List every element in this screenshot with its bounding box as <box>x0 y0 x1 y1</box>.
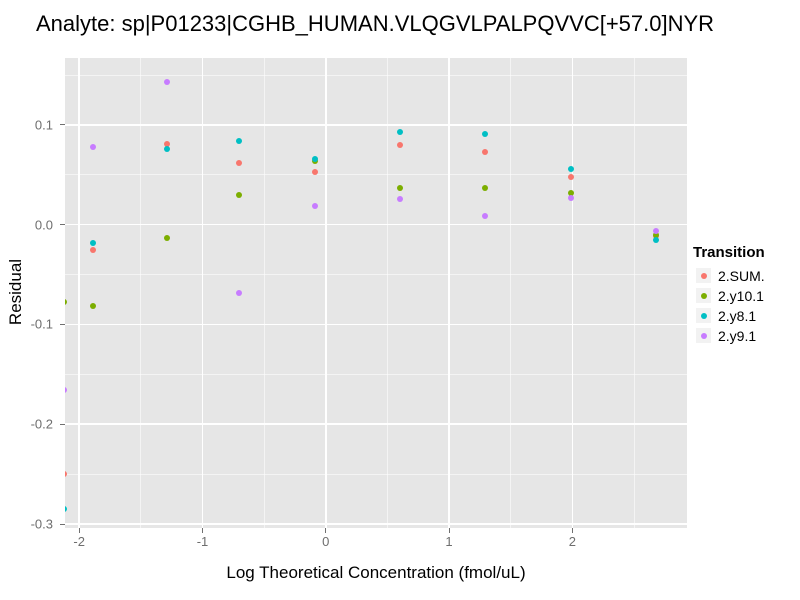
data-point <box>89 246 96 253</box>
data-point <box>653 236 660 243</box>
x-tick-mark <box>78 528 80 533</box>
gridline-major-y <box>65 523 687 525</box>
gridline-major-x <box>78 58 80 528</box>
x-tick-label: 2 <box>568 534 576 549</box>
data-point <box>89 239 96 246</box>
data-point <box>163 145 170 152</box>
y-tick-label: 0.1 <box>34 117 53 133</box>
legend-key <box>696 328 711 343</box>
y-tick-mark <box>60 124 65 126</box>
y-axis-title: Residual <box>6 258 25 326</box>
data-point <box>396 195 403 202</box>
data-point <box>89 143 96 150</box>
gridline-major-y <box>65 423 687 425</box>
legend-item: 2.y10.1 <box>690 286 765 305</box>
data-point <box>653 231 660 238</box>
data-point <box>568 173 575 180</box>
gridline-minor-y <box>65 274 687 276</box>
data-point <box>163 234 170 241</box>
y-tick-label: -0.2 <box>30 416 53 432</box>
data-point <box>89 303 96 310</box>
plot-title: Analyte: sp|P01233|CGHB_HUMAN.VLQGVLPALP… <box>36 11 715 36</box>
y-tick-mark <box>60 323 65 325</box>
x-tick-mark <box>201 528 203 533</box>
x-tick-mark <box>325 528 327 533</box>
data-point <box>163 140 170 147</box>
gridline-minor-x <box>140 58 142 528</box>
data-point <box>65 506 68 513</box>
data-point <box>65 471 68 478</box>
gridline-minor-y <box>65 174 687 176</box>
gridline-minor-y <box>65 373 687 375</box>
x-tick-label: 0 <box>322 534 330 549</box>
data-point <box>163 78 170 85</box>
gridline-minor-x <box>263 58 265 528</box>
plot-panel <box>65 58 687 528</box>
y-tick-mark <box>60 224 65 226</box>
legend-item-label: 2.y8.1 <box>718 307 757 324</box>
data-point <box>481 130 488 137</box>
gridline-major-x <box>571 58 574 528</box>
legend-point-icon <box>700 272 707 279</box>
data-point <box>568 165 575 172</box>
y-tick-label: -0.3 <box>30 516 53 532</box>
legend-items: 2.SUM. 2.y10.1 2.y8.1 2.y9.1 <box>690 266 765 345</box>
gridline-minor-y <box>65 473 687 475</box>
data-point <box>568 194 575 201</box>
data-point <box>311 155 318 162</box>
data-point <box>236 290 243 297</box>
gridline-minor-x <box>387 58 388 528</box>
gridline-minor-y <box>65 74 687 76</box>
data-point <box>236 137 243 144</box>
gridline-major-x <box>448 58 450 528</box>
x-tick-label: 1 <box>445 534 453 549</box>
data-point <box>396 141 403 148</box>
x-tick-mark <box>571 528 573 533</box>
gridline-major-y <box>65 223 687 226</box>
legend-key <box>696 268 711 283</box>
legend-key <box>696 288 711 303</box>
gridline-major-x <box>325 58 327 528</box>
x-tick-mark <box>448 528 450 533</box>
gridline-major-y <box>65 323 687 326</box>
legend-title: Transition <box>693 244 765 261</box>
data-point <box>481 148 488 155</box>
legend-item-label: 2.y10.1 <box>718 287 764 304</box>
data-point <box>481 212 488 219</box>
data-point <box>653 227 660 234</box>
legend-point-icon <box>700 312 707 319</box>
legend-item: 2.y8.1 <box>690 306 765 325</box>
legend-key <box>696 308 711 323</box>
gridline-minor-x <box>510 58 512 528</box>
legend-item: 2.y9.1 <box>690 326 765 345</box>
data-point <box>236 159 243 166</box>
data-point <box>396 184 403 191</box>
legend-point-icon <box>700 292 707 299</box>
legend-point-icon <box>700 332 707 339</box>
legend-item-label: 2.SUM. <box>718 267 765 284</box>
data-point <box>311 168 318 175</box>
x-tick-label: -2 <box>73 534 85 549</box>
data-point <box>311 202 318 209</box>
data-point <box>396 128 403 135</box>
data-point <box>65 299 68 306</box>
legend-item-label: 2.y9.1 <box>718 327 757 344</box>
data-point <box>65 387 68 394</box>
legend: Transition 2.SUM. 2.y10.1 2.y8.1 2.y9.1 <box>690 244 765 345</box>
data-point <box>236 191 243 198</box>
gridline-major-y <box>65 124 687 126</box>
gridline-minor-x <box>633 58 635 528</box>
y-tick-mark <box>60 523 65 525</box>
y-tick-mark <box>60 423 65 425</box>
x-axis-title: Log Theoretical Concentration (fmol/uL) <box>226 563 526 582</box>
y-tick-label: 0.0 <box>34 217 53 233</box>
x-tick-label: -1 <box>196 534 209 549</box>
gridline-major-x <box>201 58 204 528</box>
data-point <box>568 189 575 196</box>
data-point <box>481 184 488 191</box>
legend-item: 2.SUM. <box>690 266 765 285</box>
y-tick-label: -0.1 <box>30 316 53 332</box>
